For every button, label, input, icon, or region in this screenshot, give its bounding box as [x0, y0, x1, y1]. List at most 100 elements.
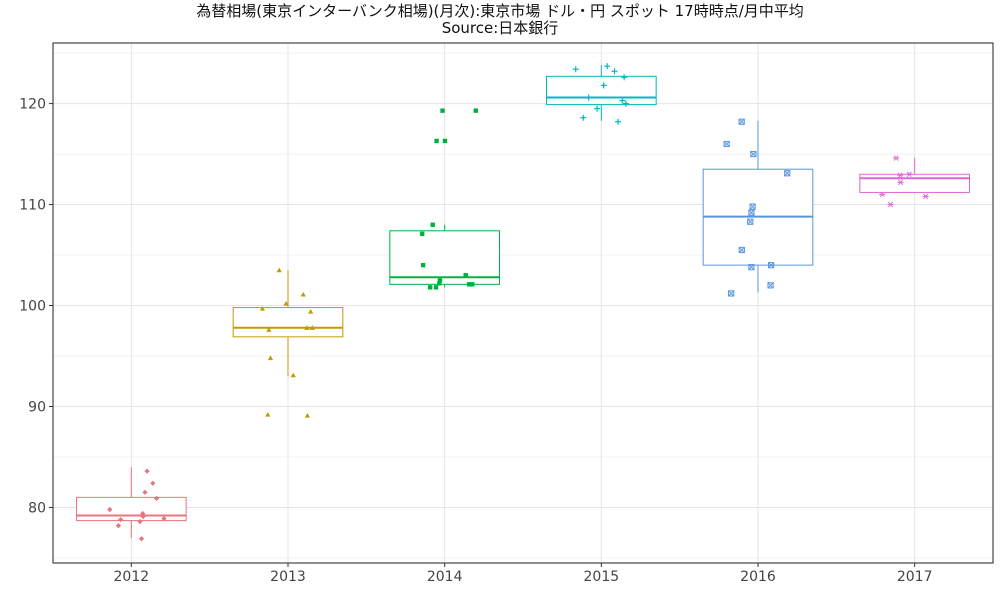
- points-2012: [107, 468, 167, 542]
- data-point: [419, 231, 425, 237]
- data-point: [621, 74, 628, 81]
- data-point: [308, 308, 314, 314]
- data-point: [150, 480, 156, 486]
- data-point: [144, 468, 150, 474]
- data-point: [738, 246, 745, 254]
- box-iqr: [546, 75, 657, 106]
- data-point: [265, 411, 271, 417]
- data-point: [922, 193, 929, 200]
- data-point: [594, 105, 601, 112]
- data-point: [267, 355, 274, 361]
- points-2013: [259, 267, 316, 418]
- data-point: [619, 97, 626, 104]
- data-point: [887, 201, 894, 208]
- data-point: [473, 108, 478, 113]
- y-tick-label: 80: [28, 500, 46, 516]
- data-point: [748, 264, 755, 271]
- data-point: [437, 278, 443, 283]
- box-2012: [76, 467, 187, 538]
- points: [107, 63, 929, 542]
- data-point: [723, 140, 730, 148]
- data-point: [600, 82, 607, 89]
- y-tick-label: 100: [19, 299, 46, 315]
- data-point: [611, 68, 618, 75]
- data-point: [767, 282, 774, 289]
- data-point: [749, 203, 756, 210]
- data-point: [747, 218, 754, 225]
- data-point: [433, 285, 439, 290]
- x-axis: 2012 2013 2014 2015 2016 2017: [114, 563, 933, 585]
- data-point: [309, 325, 316, 330]
- data-point: [604, 63, 611, 70]
- data-point: [153, 495, 160, 501]
- data-point: [430, 222, 435, 227]
- x-tick-label: 2015: [584, 569, 620, 585]
- x-tick-label: 2013: [270, 569, 306, 585]
- data-point: [304, 325, 310, 330]
- data-point: [259, 305, 266, 311]
- data-point: [738, 118, 745, 125]
- data-point: [728, 290, 735, 297]
- data-point: [440, 108, 445, 113]
- data-point: [276, 267, 282, 273]
- data-point: [107, 506, 113, 513]
- x-tick-label: 2014: [427, 569, 463, 585]
- x-tick-label: 2016: [740, 569, 776, 585]
- data-point: [897, 172, 904, 179]
- data-point: [437, 281, 442, 286]
- data-point: [140, 513, 146, 520]
- data-point: [572, 66, 579, 73]
- data-point: [750, 150, 757, 158]
- data-point: [142, 489, 148, 495]
- data-point: [161, 515, 167, 522]
- points-2017: [879, 155, 929, 208]
- data-point: [622, 100, 629, 107]
- data-point: [470, 282, 475, 287]
- data-point: [580, 114, 587, 121]
- box-iqr: [232, 307, 344, 338]
- data-point: [115, 523, 122, 529]
- data-point: [137, 519, 143, 525]
- data-point: [304, 412, 310, 418]
- data-point: [784, 170, 791, 177]
- data-point: [615, 118, 622, 125]
- data-point: [442, 138, 448, 144]
- data-point: [466, 282, 472, 287]
- y-axis: 80 90 100 110 120: [19, 97, 53, 516]
- data-point: [420, 262, 426, 268]
- boxes: [76, 65, 970, 538]
- points-2015: [572, 63, 629, 125]
- box-2013: [232, 270, 344, 377]
- plot-frame: [52, 42, 994, 564]
- x-tick-label: 2012: [114, 569, 150, 585]
- y-tick-label: 110: [19, 198, 46, 214]
- data-point: [768, 262, 775, 269]
- x-tick-label: 2017: [897, 569, 933, 585]
- y-tick-label: 120: [19, 97, 46, 113]
- points-2016: [723, 118, 791, 297]
- data-point: [427, 285, 433, 290]
- y-tick-label: 90: [28, 399, 46, 415]
- box-iqr: [859, 173, 970, 193]
- data-point: [906, 171, 913, 178]
- box-2014: [389, 224, 501, 288]
- data-point: [748, 209, 755, 216]
- box-2015: [546, 65, 657, 121]
- points-2014: [419, 108, 478, 290]
- box-iqr: [76, 496, 187, 522]
- grid: [53, 43, 993, 563]
- box-2016: [702, 120, 814, 293]
- data-point: [283, 300, 289, 306]
- data-point: [434, 138, 439, 144]
- data-point: [893, 155, 900, 161]
- data-point: [140, 510, 146, 517]
- chart-title: 為替相場(東京インターバンク相場)(月次):東京市場 ドル・円 スポット 17時…: [196, 2, 804, 20]
- data-point: [138, 536, 145, 542]
- data-point: [266, 327, 272, 332]
- data-point: [300, 291, 306, 297]
- chart-subtitle: Source:日本銀行: [441, 19, 559, 37]
- box-2017: [859, 158, 970, 193]
- data-point: [897, 179, 904, 186]
- box-iqr: [389, 230, 501, 285]
